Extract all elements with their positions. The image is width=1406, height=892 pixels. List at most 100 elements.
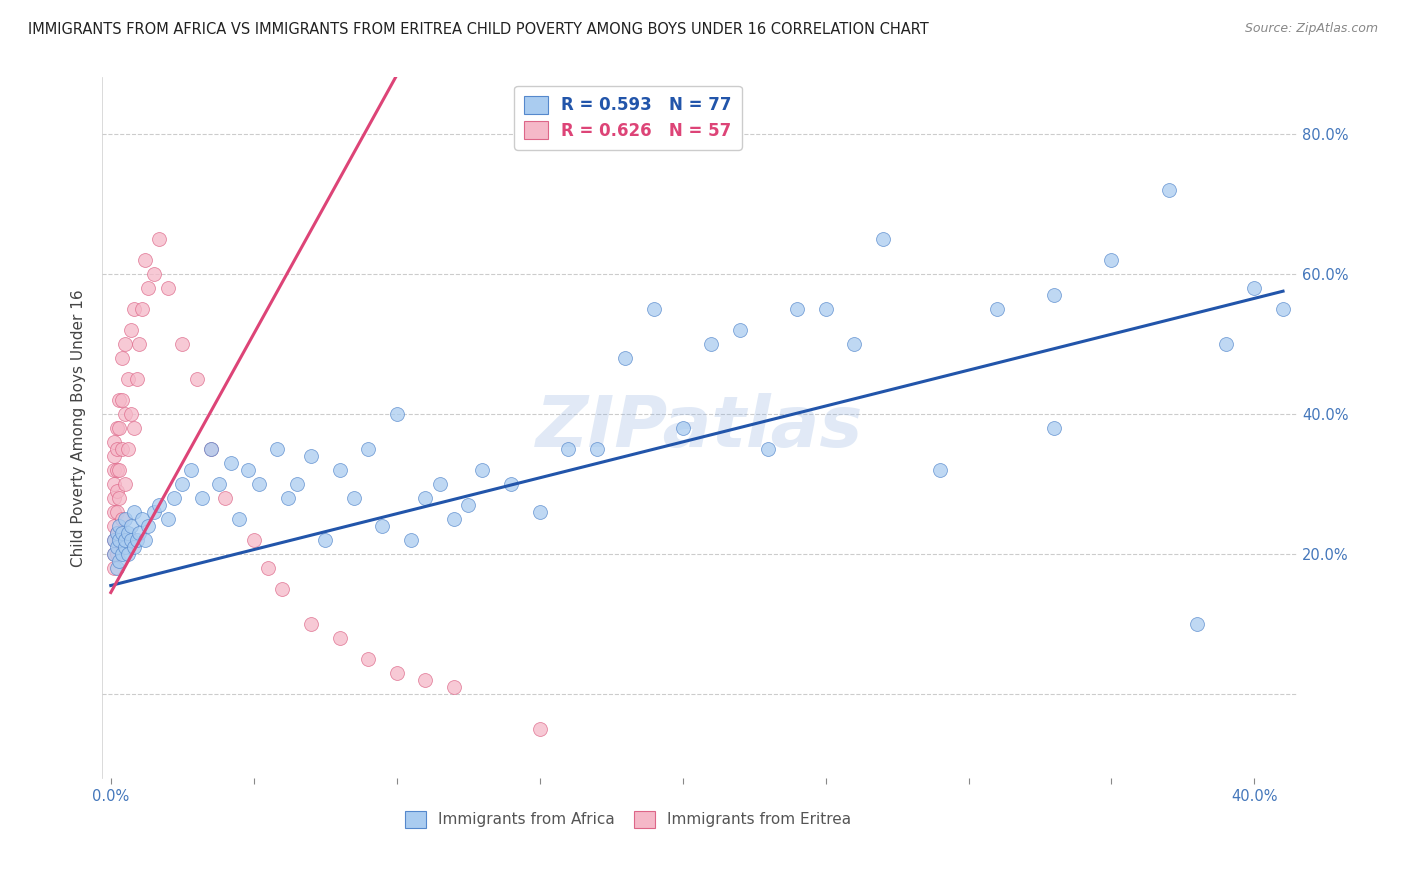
Point	[103, 476, 125, 491]
Point	[191, 491, 214, 505]
Point	[117, 547, 139, 561]
Point	[208, 476, 231, 491]
Point	[111, 525, 134, 540]
Point	[120, 323, 142, 337]
Point	[105, 540, 128, 554]
Point	[357, 442, 380, 456]
Point	[122, 301, 145, 316]
Point	[357, 652, 380, 666]
Point	[103, 449, 125, 463]
Point	[1157, 183, 1180, 197]
Point	[443, 680, 465, 694]
Point	[285, 476, 308, 491]
Point	[105, 483, 128, 498]
Point	[156, 512, 179, 526]
Point	[786, 301, 808, 316]
Point	[108, 533, 131, 547]
Point	[872, 232, 894, 246]
Y-axis label: Child Poverty Among Boys Under 16: Child Poverty Among Boys Under 16	[72, 289, 86, 566]
Legend: Immigrants from Africa, Immigrants from Eritrea: Immigrants from Africa, Immigrants from …	[399, 805, 858, 834]
Point	[117, 372, 139, 386]
Point	[103, 505, 125, 519]
Point	[1043, 287, 1066, 301]
Point	[371, 519, 394, 533]
Point	[136, 519, 159, 533]
Point	[103, 561, 125, 575]
Point	[103, 533, 125, 547]
Point	[328, 463, 350, 477]
Point	[114, 512, 136, 526]
Point	[125, 533, 148, 547]
Point	[111, 512, 134, 526]
Point	[105, 421, 128, 435]
Point	[105, 463, 128, 477]
Point	[471, 463, 494, 477]
Point	[134, 252, 156, 267]
Point	[103, 463, 125, 477]
Point	[385, 407, 408, 421]
Point	[103, 434, 125, 449]
Point	[299, 617, 322, 632]
Point	[156, 281, 179, 295]
Point	[614, 351, 637, 365]
Point	[277, 491, 299, 505]
Point	[114, 540, 136, 554]
Point	[214, 491, 236, 505]
Point	[1272, 301, 1295, 316]
Point	[103, 533, 125, 547]
Point	[111, 392, 134, 407]
Point	[142, 267, 165, 281]
Point	[114, 407, 136, 421]
Point	[128, 525, 150, 540]
Point	[385, 666, 408, 681]
Point	[314, 533, 336, 547]
Point	[103, 547, 125, 561]
Point	[111, 547, 134, 561]
Point	[814, 301, 837, 316]
Point	[114, 533, 136, 547]
Point	[643, 301, 665, 316]
Point	[148, 498, 170, 512]
Point	[585, 442, 607, 456]
Point	[413, 491, 436, 505]
Point	[105, 561, 128, 575]
Point	[529, 505, 551, 519]
Point	[114, 336, 136, 351]
Point	[125, 372, 148, 386]
Point	[672, 421, 695, 435]
Point	[172, 476, 194, 491]
Text: Source: ZipAtlas.com: Source: ZipAtlas.com	[1244, 22, 1378, 36]
Point	[557, 442, 579, 456]
Point	[117, 525, 139, 540]
Point	[105, 442, 128, 456]
Point	[529, 722, 551, 736]
Point	[844, 336, 866, 351]
Point	[136, 281, 159, 295]
Point	[111, 351, 134, 365]
Point	[142, 505, 165, 519]
Point	[122, 540, 145, 554]
Point	[128, 336, 150, 351]
Point	[163, 491, 186, 505]
Point	[120, 533, 142, 547]
Point	[108, 491, 131, 505]
Point	[257, 561, 280, 575]
Point	[131, 512, 153, 526]
Point	[413, 673, 436, 687]
Point	[108, 533, 131, 547]
Point	[929, 463, 952, 477]
Text: IMMIGRANTS FROM AFRICA VS IMMIGRANTS FROM ERITREA CHILD POVERTY AMONG BOYS UNDER: IMMIGRANTS FROM AFRICA VS IMMIGRANTS FRO…	[28, 22, 929, 37]
Point	[131, 301, 153, 316]
Point	[429, 476, 451, 491]
Point	[103, 491, 125, 505]
Point	[1043, 421, 1066, 435]
Point	[108, 519, 131, 533]
Text: ZIPatlas: ZIPatlas	[536, 393, 863, 462]
Point	[242, 533, 264, 547]
Point	[728, 323, 751, 337]
Point	[266, 442, 288, 456]
Point	[328, 631, 350, 645]
Point	[299, 449, 322, 463]
Point	[1215, 336, 1237, 351]
Point	[249, 476, 271, 491]
